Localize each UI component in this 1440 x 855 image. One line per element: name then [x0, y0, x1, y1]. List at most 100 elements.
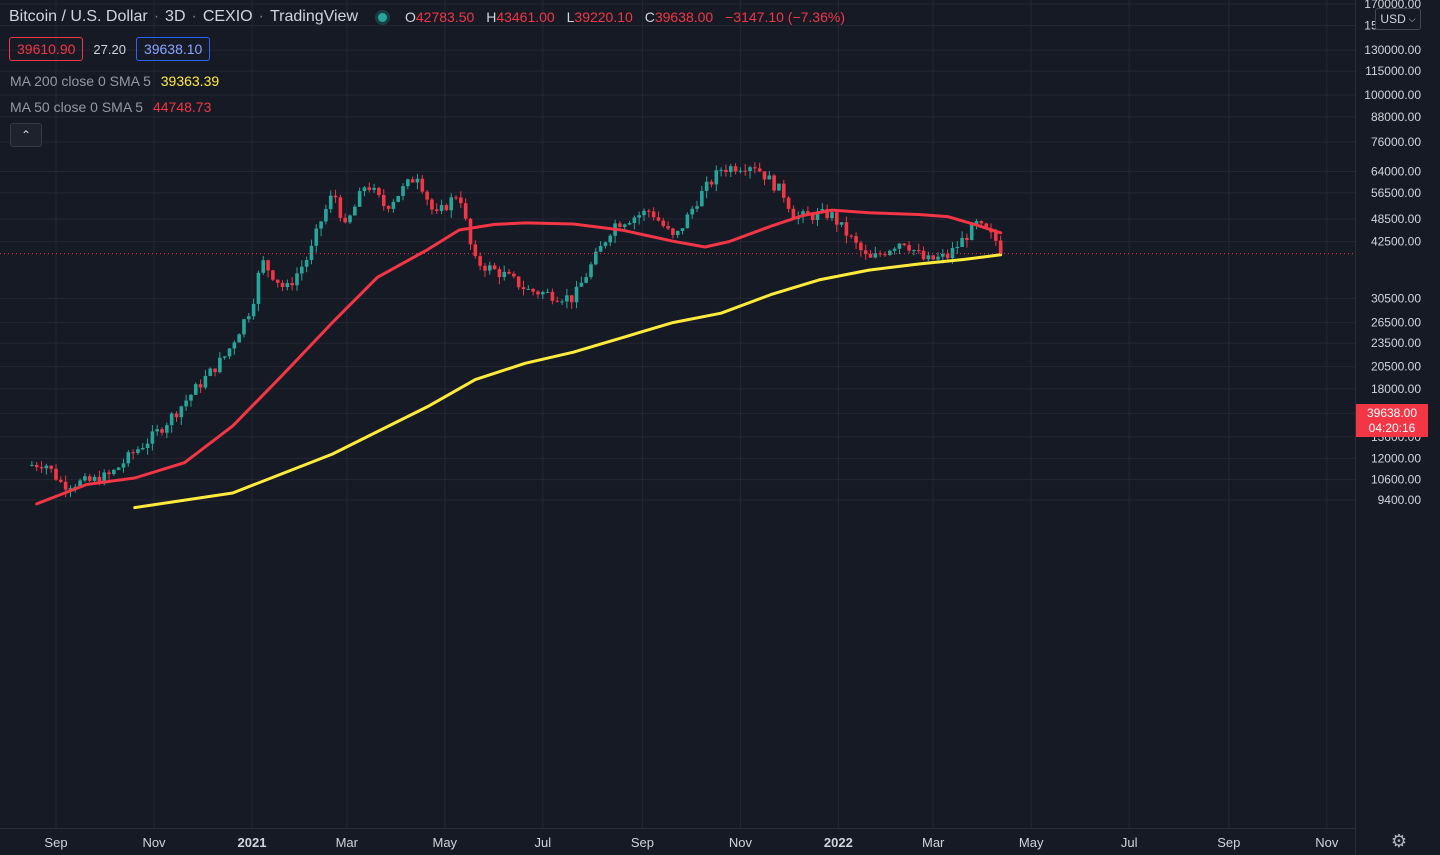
price-axis-label: 100000.00 — [1364, 88, 1421, 102]
candle-up — [449, 197, 454, 211]
ma50-legend[interactable]: MA 50 close 0 SMA 5 44748.73 — [10, 99, 211, 115]
candle-down — [34, 464, 39, 468]
source-label: TradingView — [269, 8, 358, 25]
candle-down — [994, 232, 998, 241]
candle-up — [748, 167, 752, 172]
high-value: 43461.00 — [496, 9, 555, 25]
candle-up — [801, 211, 805, 217]
candle-up — [126, 452, 131, 464]
candle-down — [810, 214, 815, 221]
candle-down — [434, 209, 439, 211]
candle-up — [714, 170, 719, 185]
candle-down — [998, 240, 1003, 254]
price-axis-label: 18000.00 — [1371, 382, 1421, 396]
candle-up — [728, 166, 733, 173]
candle-down — [430, 199, 434, 210]
candle-down — [198, 384, 203, 388]
time-axis-label: Nov — [1315, 835, 1339, 850]
market-status-icon[interactable] — [378, 12, 387, 22]
ma50-line — [35, 208, 1003, 506]
candle-up — [150, 431, 155, 444]
candle-down — [213, 368, 217, 373]
candle-up — [121, 463, 126, 468]
time-axis-label: May — [433, 835, 458, 850]
candle-up — [179, 406, 184, 418]
candle-up — [357, 191, 362, 207]
candle-up — [319, 221, 323, 229]
candle-down — [266, 260, 270, 271]
price-axis-label: 42500.00 — [1371, 235, 1421, 249]
candle-down — [984, 223, 988, 229]
candle-down — [883, 254, 887, 256]
candle-up — [642, 210, 646, 216]
candle-down — [39, 467, 44, 469]
candle-up — [415, 178, 420, 183]
candle-up — [622, 224, 627, 227]
candle-up — [92, 476, 97, 481]
ma200-label: MA 200 close 0 SMA 5 — [10, 73, 151, 89]
time-axis-label: Jul — [534, 835, 551, 850]
candle-up — [353, 206, 357, 216]
low-value: 39220.10 — [574, 9, 633, 25]
candle-down — [444, 205, 449, 211]
candle-up — [285, 283, 290, 288]
chevron-up-icon: ⌃ — [20, 128, 32, 142]
ma50-label: MA 50 close 0 SMA 5 — [10, 99, 144, 115]
candle-up — [348, 215, 352, 223]
candle-down — [59, 479, 63, 482]
candle-up — [169, 413, 174, 426]
chevron-down-icon: ⌵ — [1408, 13, 1416, 24]
candle-up — [396, 195, 400, 202]
price-axis-label: 9400.00 — [1378, 493, 1422, 507]
candle-down — [497, 269, 502, 278]
candle-down — [507, 271, 511, 274]
candle-up — [969, 224, 974, 240]
candle-up — [68, 488, 73, 490]
candle-down — [531, 288, 535, 292]
candle-down — [907, 245, 911, 251]
candle-up — [189, 394, 193, 401]
currency-select[interactable]: USD ⌵ — [1375, 8, 1421, 30]
close-value: 39638.00 — [654, 9, 714, 25]
candle-up — [314, 228, 319, 246]
candle-down — [666, 226, 670, 229]
candle-down — [618, 223, 622, 227]
candle-up — [912, 250, 916, 252]
symbol-name[interactable]: Bitcoin / U.S. Dollar — [9, 8, 148, 25]
price-axis-label: 23500.00 — [1371, 336, 1421, 350]
buy-price-button[interactable]: 39638.10 — [135, 37, 211, 61]
candle-up — [251, 303, 256, 317]
candle-up — [145, 443, 150, 448]
high-label: H — [486, 9, 497, 25]
candle-down — [859, 242, 863, 251]
collapse-legend-button[interactable]: ⌃ — [10, 123, 42, 147]
ma200-legend[interactable]: MA 200 close 0 SMA 5 39363.39 — [10, 73, 219, 89]
candle-down — [271, 270, 275, 280]
candle-down — [781, 183, 786, 198]
sell-price-button[interactable]: 39610.90 — [9, 37, 84, 61]
candle-down — [333, 195, 338, 198]
candle-down — [343, 217, 347, 223]
candle-down — [651, 211, 656, 218]
price-axis-label: 115000.00 — [1365, 64, 1421, 78]
candle-down — [916, 250, 921, 252]
candle-up — [603, 242, 608, 246]
candle-down — [661, 220, 666, 227]
candle-down — [772, 175, 776, 191]
candle-up — [261, 260, 266, 273]
price-axis-label: 170000.00 — [1364, 0, 1421, 11]
candle-up — [955, 246, 960, 249]
interval-label[interactable]: 3D — [165, 8, 186, 25]
candle-up — [237, 334, 241, 343]
candle-up — [372, 187, 376, 190]
candle-down — [786, 197, 791, 209]
ma200-line — [133, 253, 1003, 510]
candle-up — [165, 425, 169, 433]
change-value: −3147.10 (−7.36%) — [725, 9, 845, 25]
gear-icon[interactable]: ⚙ — [1390, 831, 1408, 851]
candle-down — [463, 203, 468, 219]
candle-up — [526, 288, 531, 290]
price-axis-label: 88000.00 — [1371, 110, 1421, 124]
price-axis-label: 12000.00 — [1371, 451, 1421, 465]
